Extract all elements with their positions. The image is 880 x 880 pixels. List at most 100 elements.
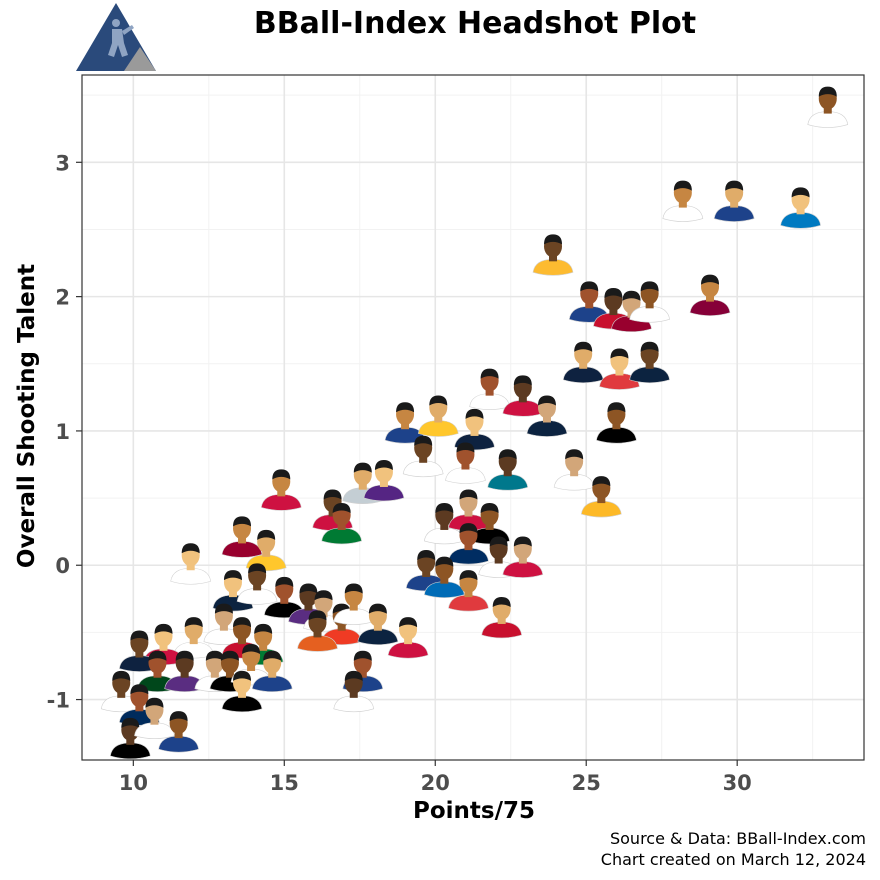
player-headshot <box>236 563 278 605</box>
headshot-neck <box>259 644 268 651</box>
headshot-neck <box>228 591 237 598</box>
logo <box>76 3 156 71</box>
headshot-neck <box>494 557 503 564</box>
y-tick-label: 1 <box>55 420 70 444</box>
player-headshot <box>469 368 510 410</box>
headshot-jersey <box>662 205 704 222</box>
headshot-neck <box>549 255 558 262</box>
player-headshot <box>134 697 175 740</box>
player-headshot <box>402 435 444 478</box>
headshot-hair <box>417 549 436 560</box>
headshot-hair <box>537 395 556 406</box>
headshot-jersey <box>417 420 459 437</box>
headshot-neck <box>485 523 494 530</box>
headshot-neck <box>570 470 579 477</box>
y-tick-label: 0 <box>55 554 70 578</box>
headshot-neck <box>434 416 443 423</box>
player-headshot <box>596 402 637 444</box>
headshot-jersey <box>502 400 544 417</box>
headshot-hair <box>498 449 517 460</box>
headshot-neck <box>358 483 367 490</box>
headshot-neck <box>609 309 618 316</box>
headshot-hair <box>275 576 294 587</box>
headshot-neck <box>253 584 262 591</box>
logo-triangle-gray <box>124 47 156 71</box>
headshot-hair <box>459 523 478 534</box>
headshot-neck <box>796 208 805 215</box>
player-headshot <box>158 711 199 753</box>
player-headshot <box>481 596 523 639</box>
headshot-jersey <box>402 460 444 478</box>
headshot-hair <box>169 711 188 722</box>
headshot-jersey <box>629 366 670 384</box>
headshot-neck <box>337 624 346 631</box>
y-tick-label: 3 <box>55 151 70 175</box>
headshot-hair <box>242 643 261 654</box>
headshot-hair <box>175 650 194 661</box>
headshot-jersey <box>387 641 429 659</box>
x-tick-label: 20 <box>421 771 450 795</box>
y-tick-labels: -1 0 1 2 3 <box>47 151 70 712</box>
headshot-neck <box>518 396 527 403</box>
player-headshot <box>384 402 426 444</box>
headshot-hair <box>480 502 499 513</box>
player-headshot <box>251 650 293 692</box>
headshot-neck <box>518 557 527 564</box>
headshot-hair <box>323 489 342 500</box>
headshot-neck <box>117 691 126 698</box>
headshot-neck <box>349 691 358 698</box>
headshot-hair <box>429 395 448 406</box>
headshot-jersey <box>580 500 622 518</box>
player-headshot <box>562 341 604 384</box>
headshot-neck <box>153 671 162 678</box>
headshot-neck <box>126 738 135 745</box>
headshot-neck <box>238 638 247 645</box>
headshot-jersey <box>502 561 544 578</box>
headshot-hair <box>344 583 363 594</box>
headshot-neck <box>823 107 832 114</box>
headshot-jersey <box>562 366 604 384</box>
player-headshot <box>599 348 640 390</box>
headshot-hair <box>332 502 351 513</box>
player-headshot <box>807 86 849 128</box>
headshot-neck <box>579 362 588 369</box>
headshot-neck <box>645 362 654 369</box>
headshot-hair <box>456 442 475 453</box>
headshot-neck <box>238 691 247 698</box>
player-headshot <box>713 180 755 222</box>
headshot-neck <box>440 523 449 530</box>
headshot-jersey <box>333 695 375 713</box>
headshot-hair <box>492 596 511 607</box>
panel-border <box>81 74 865 761</box>
headshot-hair <box>374 459 393 470</box>
headshot-neck <box>706 295 715 302</box>
headshot-neck <box>440 577 449 584</box>
caption-source: Source & Data: BBall-Index.com <box>609 829 866 848</box>
headshot-hair <box>399 617 418 628</box>
headshot-jersey <box>221 695 263 713</box>
headshot-jersey <box>423 581 465 598</box>
headshot-hair <box>353 462 372 473</box>
headshot-jersey <box>297 635 338 652</box>
headshot-neck <box>150 718 159 725</box>
headshot-hair <box>622 290 641 301</box>
headshot-neck <box>422 570 431 577</box>
headshot-neck <box>135 705 144 712</box>
headshot-neck <box>585 302 594 309</box>
headshot-neck <box>461 463 470 470</box>
headshot-jersey <box>807 111 849 128</box>
headshot-neck <box>542 416 551 423</box>
player-headshot <box>260 469 302 511</box>
headshot-neck <box>401 423 410 430</box>
chart-title: BBall-Index Headshot Plot <box>253 6 697 41</box>
player-headshot <box>321 502 362 545</box>
headshot-neck <box>313 631 322 638</box>
headshot-jersey <box>158 735 199 753</box>
y-axis-label: Overall Shooting Talent <box>14 264 40 568</box>
player-headshot <box>297 610 338 652</box>
headshot-hair <box>459 489 478 500</box>
headshot-jersey <box>780 212 821 229</box>
player-headshot <box>526 395 568 437</box>
headshot-hair <box>130 684 149 695</box>
